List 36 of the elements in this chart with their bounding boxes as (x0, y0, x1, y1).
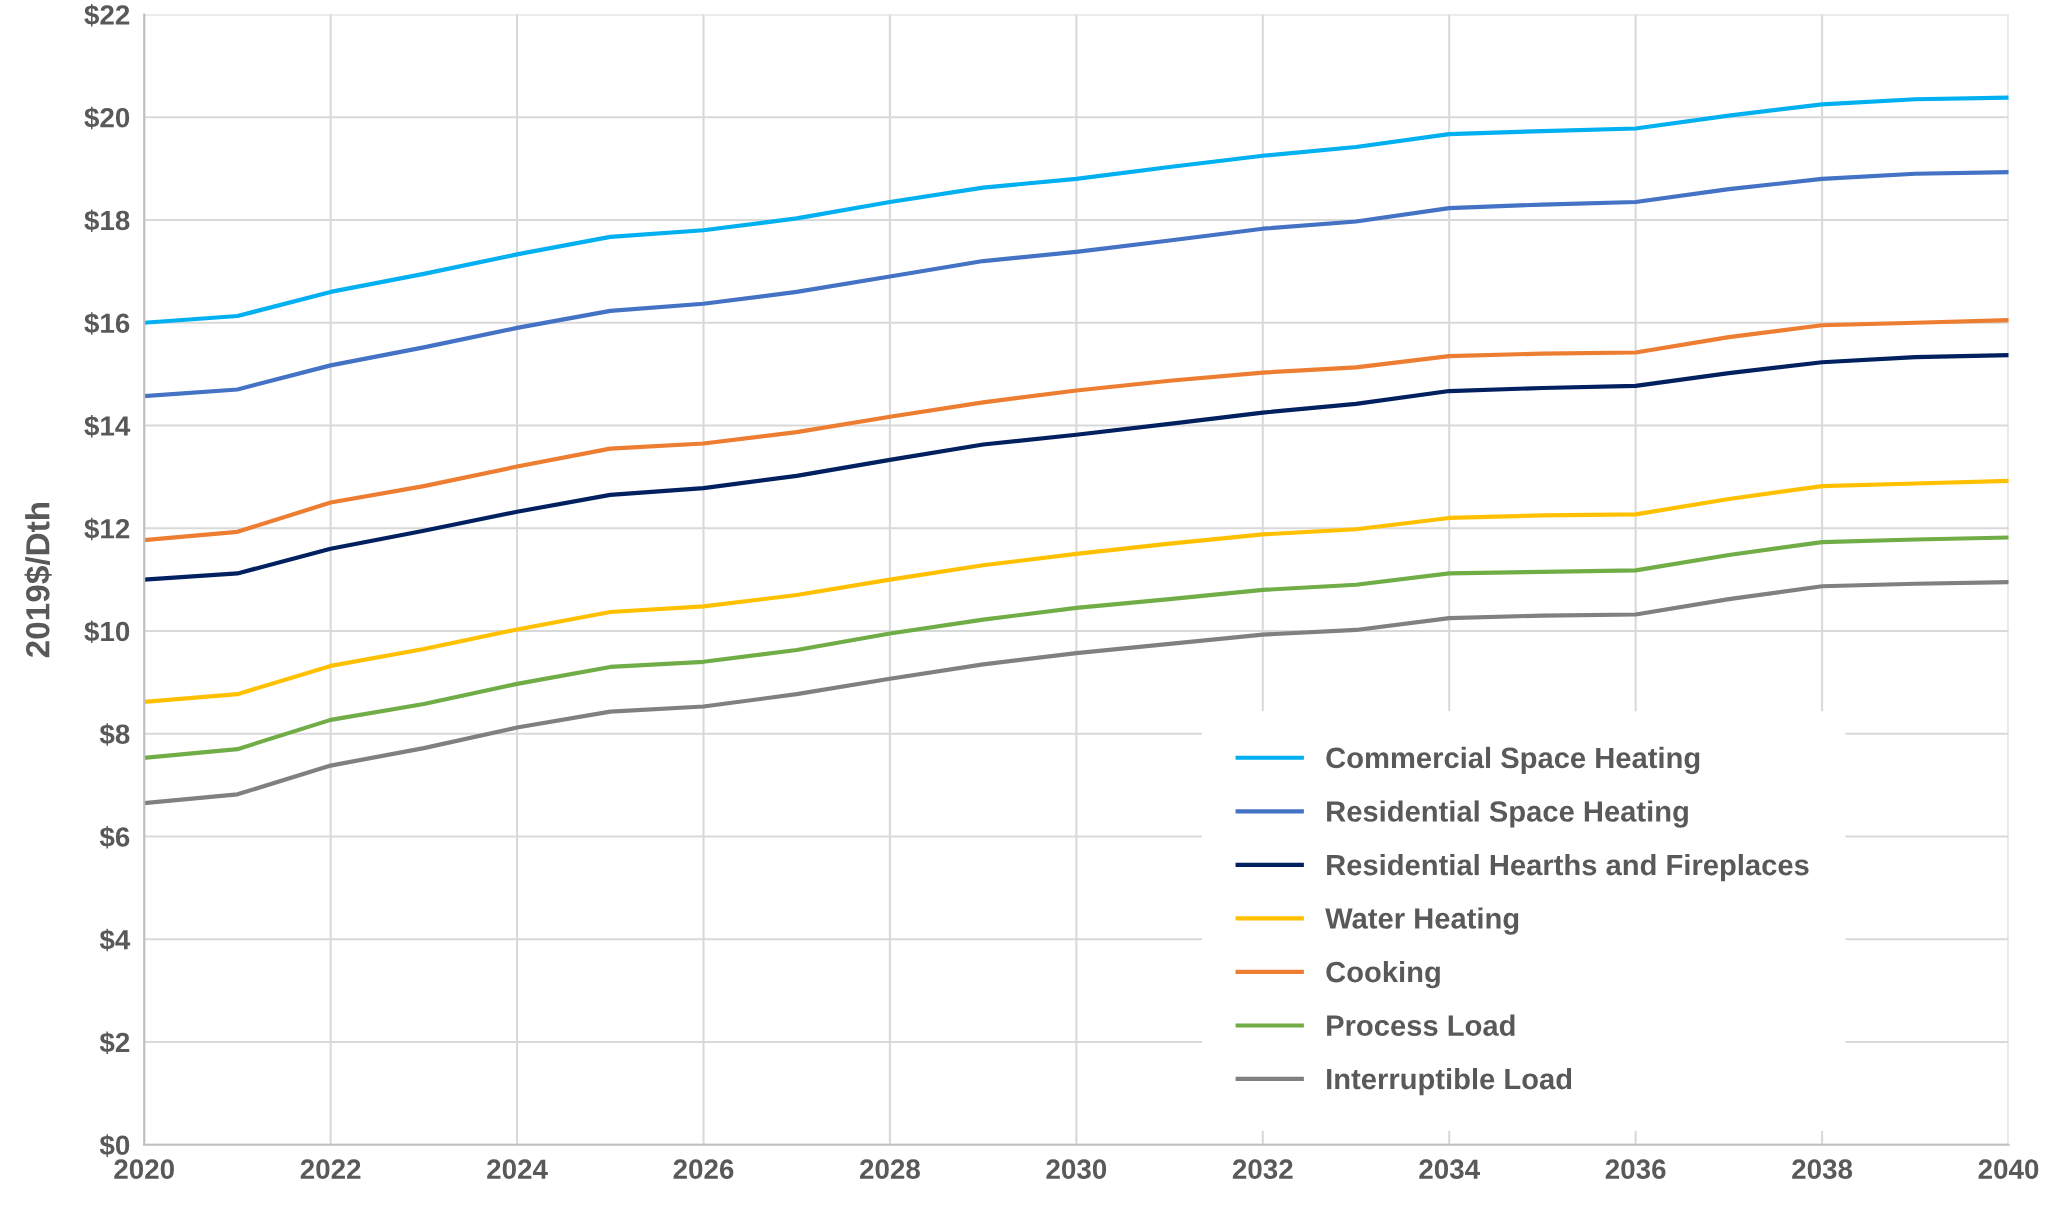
x-tick-label: 2026 (673, 1159, 734, 1180)
line-series (144, 353, 2009, 582)
legend-label: Cooking (1326, 960, 1440, 989)
x-tick-label: 2036 (1605, 1159, 1666, 1180)
x-tick-label: 2022 (300, 1159, 361, 1180)
x-tick-label: 2030 (1046, 1159, 1107, 1180)
y-tick-label: $2 (99, 1031, 130, 1055)
y-tick-label: $8 (99, 723, 130, 746)
legend-label: Residential Space Heating (1327, 800, 1688, 828)
y-tick-label: $4 (99, 928, 131, 952)
x-tick-label: 2028 (859, 1159, 920, 1180)
y-tick-label: $10 (84, 620, 130, 644)
legend-label: Residential Hearths and Fireplaces (1327, 853, 1809, 882)
y-tick-label: $0 (99, 1134, 130, 1157)
x-tick-label: 2034 (1419, 1159, 1480, 1180)
x-tick-label: 2038 (1792, 1159, 1853, 1180)
line-series (144, 95, 2009, 325)
y-tick-label: $6 (99, 825, 130, 849)
x-tick-label: 2024 (487, 1159, 548, 1180)
legend-label: Interruptible Load (1327, 1067, 1572, 1096)
line-series (144, 318, 2009, 543)
line-series (144, 170, 2009, 399)
y-tick-label: $18 (84, 209, 130, 233)
y-tick-label: $22 (84, 3, 130, 27)
x-tick-label: 2040 (1978, 1159, 2039, 1180)
legend-label: Process Load (1327, 1014, 1515, 1036)
y-tick-label: $14 (84, 414, 131, 438)
x-tick-label: 2020 (114, 1159, 174, 1180)
legend-label: Commercial Space Heating (1326, 746, 1700, 775)
y-tick-label: $16 (84, 312, 130, 335)
line-series (144, 478, 2009, 704)
x-tick-label: 2032 (1232, 1159, 1293, 1180)
y-tick-label: $20 (84, 106, 130, 130)
legend-label: Water Heating (1325, 907, 1519, 935)
y-axis-title: 2019$/Dth (24, 502, 52, 658)
y-tick-label: $12 (84, 517, 130, 541)
